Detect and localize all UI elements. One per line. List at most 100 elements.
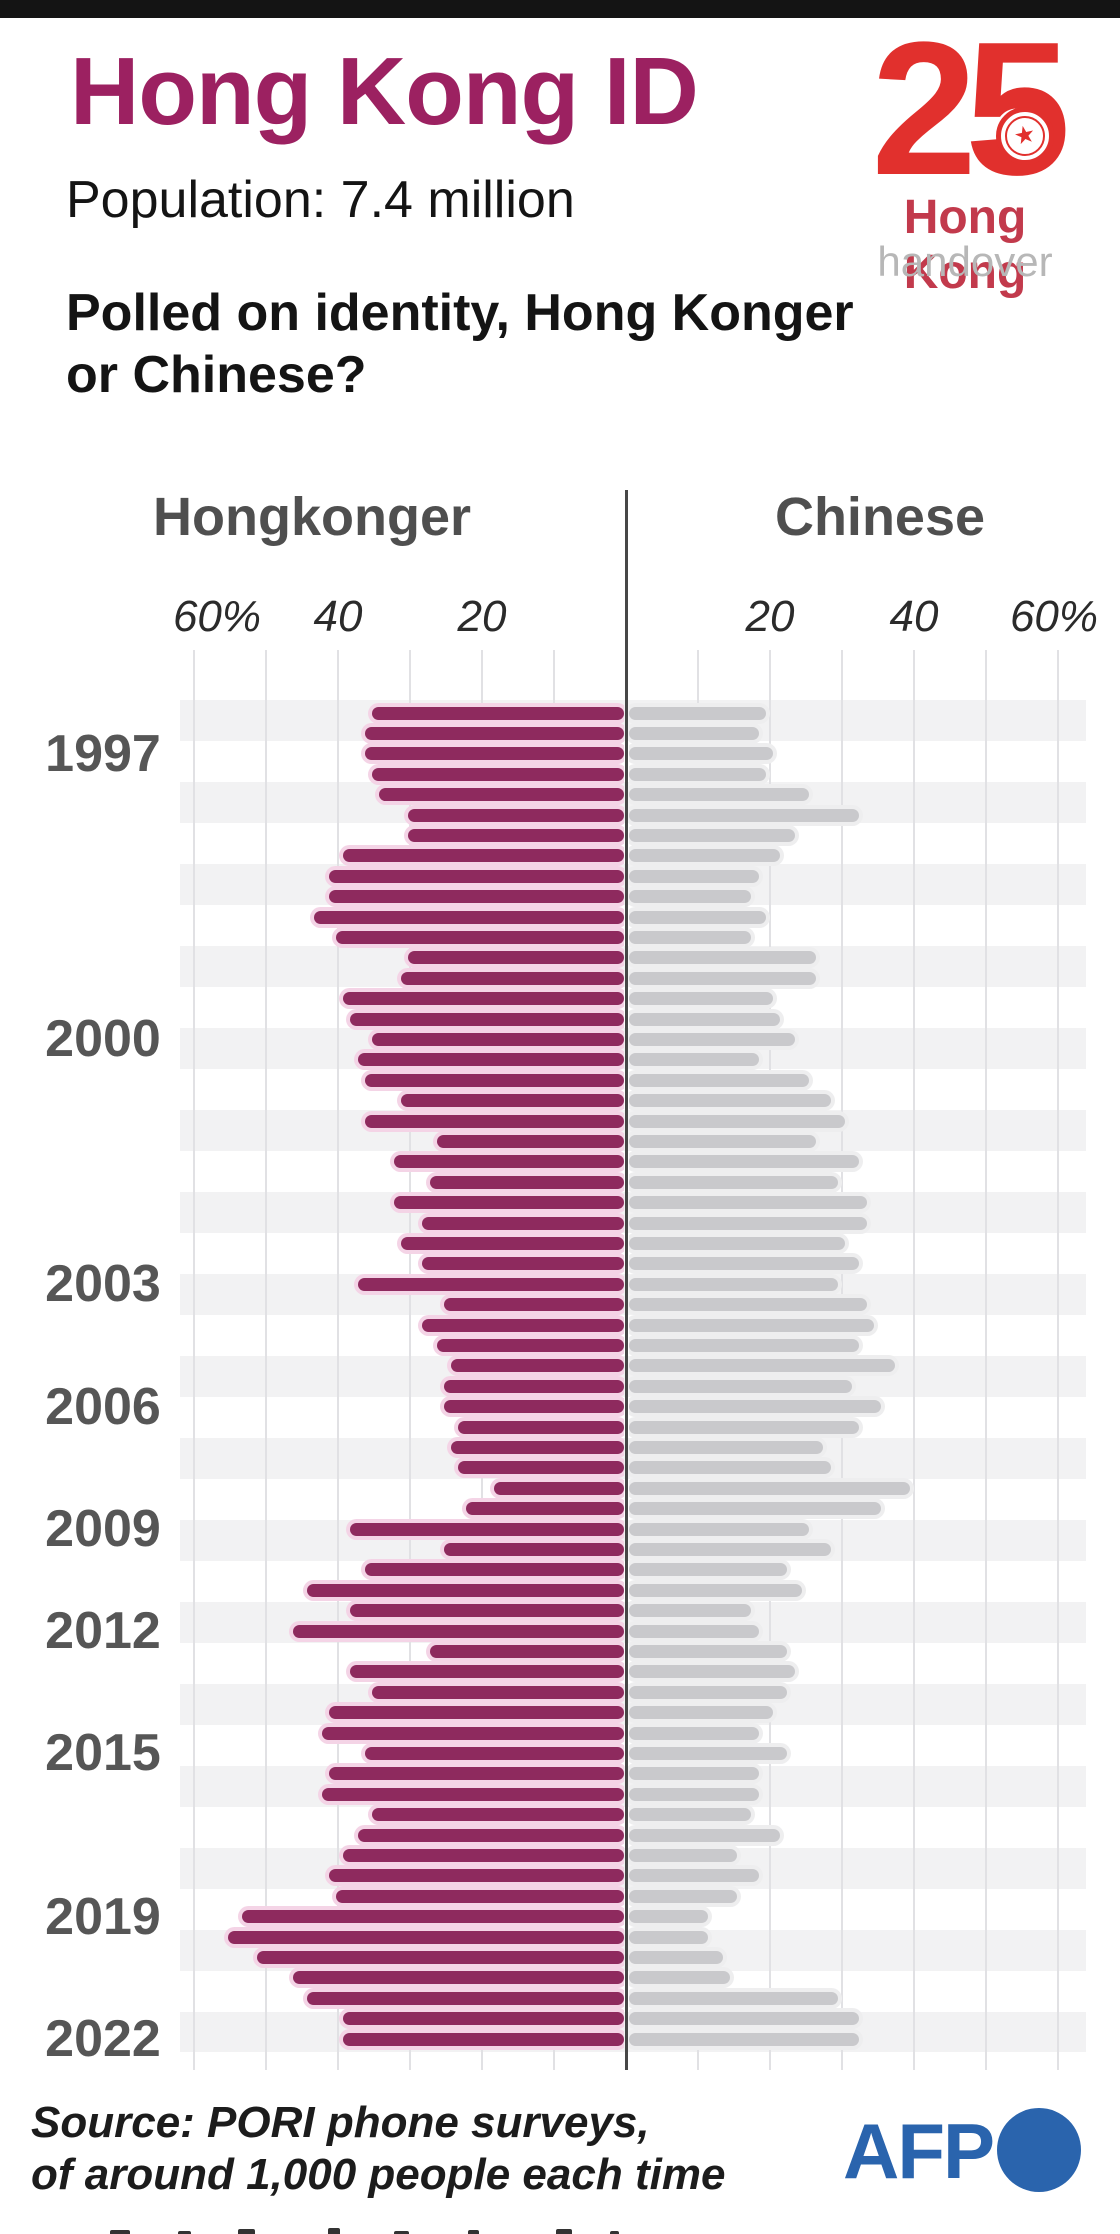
- bar-row-right: [629, 1804, 1085, 1825]
- hongkonger-bar: [256, 1950, 624, 1964]
- source-note: Source: PORI phone surveys, of around 1,…: [31, 2097, 725, 2201]
- bar-row-left: [150, 1906, 624, 1927]
- bar-row-right: [629, 1967, 1085, 1988]
- bar-row-left: [150, 1070, 624, 1091]
- bar-row-right: [629, 1661, 1085, 1682]
- bar-row-right: [629, 1947, 1085, 1968]
- bar-row-left: [150, 1600, 624, 1621]
- hongkonger-bar: [494, 1481, 624, 1495]
- bar-row-right: [629, 1906, 1085, 1927]
- bar-row-right: [629, 1417, 1085, 1438]
- year-label: 1997: [45, 724, 161, 783]
- chinese-bar: [629, 849, 781, 863]
- hongkonger-bar: [343, 849, 624, 863]
- bar-row-right: [629, 886, 1085, 907]
- bar-row-left: [150, 1478, 624, 1499]
- axis-tick-right-60: 60%: [1009, 592, 1099, 641]
- chinese-bar: [629, 1502, 881, 1516]
- bar-row-right: [629, 927, 1085, 948]
- logo-hong-kong-label: Hong Kong: [903, 191, 1027, 299]
- hongkonger-bar: [422, 1257, 624, 1271]
- hongkonger-bar: [436, 1338, 624, 1352]
- hongkonger-bar: [343, 2032, 624, 2046]
- chinese-bar: [629, 1869, 759, 1883]
- year-label: 2000: [45, 1010, 161, 1069]
- hongkonger-bar: [328, 869, 624, 883]
- hongkonger-bar: [364, 1563, 624, 1577]
- bar-row-right: [629, 1233, 1085, 1254]
- hongkonger-bar: [422, 1216, 624, 1230]
- zebra-stripes: [180, 700, 1086, 2052]
- bar-row-left: [150, 1437, 624, 1458]
- bar-row-left: [150, 1519, 624, 1540]
- hongkonger-bar: [242, 1910, 624, 1924]
- bar-row-right: [629, 1763, 1085, 1784]
- bar-row-left: [150, 1213, 624, 1234]
- bar-row-left: [150, 1988, 624, 2009]
- hongkonger-bar: [400, 971, 624, 985]
- chinese-bar: [629, 1746, 788, 1760]
- bar-row-left: [150, 1682, 624, 1703]
- hongkonger-bar: [350, 1604, 624, 1618]
- chinese-bar: [629, 1094, 831, 1108]
- hongkonger-bar: [458, 1420, 624, 1434]
- bar-row-left: [150, 1172, 624, 1193]
- bar-row-left: [150, 1723, 624, 1744]
- chinese-bar: [629, 1318, 874, 1332]
- bar-row-right: [629, 764, 1085, 785]
- left-series-heading: Hongkonger: [153, 487, 471, 547]
- bar-row-right: [629, 1621, 1085, 1642]
- hongkonger-bar: [321, 1726, 624, 1740]
- bar-row-left: [150, 845, 624, 866]
- chinese-bar: [629, 1379, 853, 1393]
- hongkonger-bar: [400, 1094, 624, 1108]
- poll-question-line1: Polled on identity, Hong Konger: [66, 284, 854, 342]
- bar-row-right: [629, 1600, 1085, 1621]
- bar-row-left: [150, 1009, 624, 1030]
- chinese-bar: [629, 1073, 809, 1087]
- bar-row-left: [150, 1417, 624, 1438]
- chinese-bar: [629, 951, 817, 965]
- chinese-bar: [629, 1971, 730, 1985]
- hongkonger-bar: [393, 1155, 624, 1169]
- poll-question-line2: or Chinese?: [66, 346, 367, 404]
- hongkonger-bar: [372, 767, 624, 781]
- chinese-bar: [629, 2012, 860, 2026]
- hongkonger-bar: [400, 1236, 624, 1250]
- bar-row-right: [629, 1580, 1085, 1601]
- chinese-bar: [629, 1400, 881, 1414]
- hongkonger-bar: [372, 1685, 624, 1699]
- source-line2: of around 1,000 people each time: [31, 2150, 726, 2199]
- bar-row-right: [629, 1682, 1085, 1703]
- chinese-bar: [629, 1338, 860, 1352]
- hongkonger-bar: [379, 788, 624, 802]
- chinese-bar: [629, 1032, 795, 1046]
- bar-row-right: [629, 1355, 1085, 1376]
- hongkonger-bar: [458, 1461, 624, 1475]
- bar-row-left: [150, 1845, 624, 1866]
- hongkonger-bar: [336, 930, 624, 944]
- bar-row-right: [629, 2008, 1085, 2029]
- bar-row-left: [150, 886, 624, 907]
- bar-row-right: [629, 1274, 1085, 1295]
- year-label: 2006: [45, 1377, 161, 1436]
- hongkonger-bar: [350, 1665, 624, 1679]
- hongkonger-bar: [364, 1746, 624, 1760]
- bar-row-right: [629, 2029, 1085, 2050]
- grid-line: [337, 650, 339, 2070]
- bar-row-right: [629, 1213, 1085, 1234]
- hongkonger-bar: [336, 1889, 624, 1903]
- source-line1: Source: PORI phone surveys,: [31, 2098, 650, 2147]
- bar-row-right: [629, 1784, 1085, 1805]
- bar-row-right: [629, 1845, 1085, 1866]
- chinese-bar: [629, 930, 752, 944]
- bar-row-right: [629, 1376, 1085, 1397]
- hongkonger-bar: [429, 1175, 624, 1189]
- bar-row-right: [629, 866, 1085, 887]
- bar-row-right: [629, 988, 1085, 1009]
- hongkonger-bar: [321, 1787, 624, 1801]
- chinese-bar: [629, 910, 766, 924]
- top-black-bar: [0, 0, 1120, 18]
- axis-tick-right-20: 20: [745, 592, 795, 641]
